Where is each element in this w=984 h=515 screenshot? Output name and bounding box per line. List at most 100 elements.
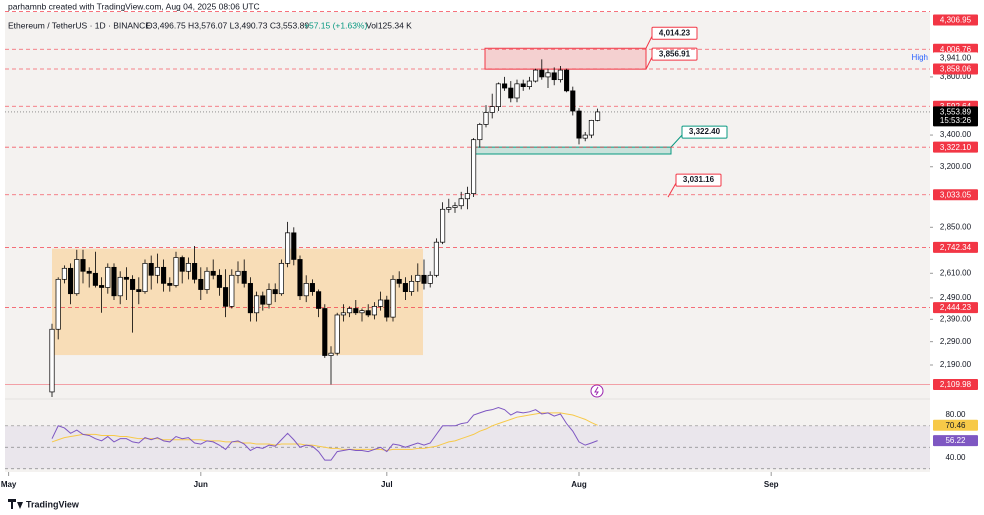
rsi-value-label-bg <box>933 435 978 447</box>
candle-body <box>365 310 371 316</box>
candle-body <box>322 308 328 356</box>
candle-body <box>303 283 309 297</box>
high-label: 3,941.00 <box>940 53 972 62</box>
rsi-tick-label: 80.00 <box>945 410 966 419</box>
y-tick-label: 3,200.00 <box>940 162 972 171</box>
candle-body <box>353 308 359 314</box>
callout-line <box>670 134 683 148</box>
candle-body <box>136 289 142 292</box>
candle-body <box>111 266 117 297</box>
candle-body <box>576 110 582 139</box>
candle-body <box>588 120 594 136</box>
candle-body <box>192 263 198 280</box>
level-label: 3,033.05 <box>940 190 972 199</box>
candle-body <box>210 270 216 276</box>
candle-body <box>359 310 365 314</box>
level-label: 2,109.98 <box>940 380 972 389</box>
candle-body <box>309 283 315 292</box>
candle-body <box>241 270 247 284</box>
y-tick-label: 3,800.00 <box>940 72 972 81</box>
x-tick-label: Sep <box>764 480 779 489</box>
candle-body <box>489 106 495 113</box>
rsi-line <box>51 412 598 452</box>
rsi-value-label: 70.46 <box>945 421 966 430</box>
candle-body <box>229 274 235 307</box>
x-tick-label: Aug <box>571 480 587 489</box>
candle-body <box>514 83 520 99</box>
candle-body <box>396 278 402 284</box>
callout-label: 4,014.23 <box>659 28 691 37</box>
candle-body <box>446 207 452 210</box>
candle-body <box>297 259 303 297</box>
candle-body <box>390 278 396 318</box>
callout-label: 3,031.16 <box>683 175 715 184</box>
x-tick-label: Jul <box>381 480 393 489</box>
symbol: Ethereum / TetherUS · 1D · BINANCE <box>8 20 151 30</box>
candle-body <box>551 72 557 81</box>
level-label-bg <box>933 189 978 201</box>
candle-body <box>316 291 322 309</box>
candle-body <box>433 241 439 276</box>
callout-line <box>667 182 677 198</box>
rsi-value-label-bg <box>933 419 978 431</box>
callout-box <box>681 125 728 139</box>
event-icon[interactable] <box>590 384 604 398</box>
last-price-bg <box>933 106 978 127</box>
candle-body <box>495 83 501 107</box>
candle-body <box>340 312 346 316</box>
candle-body <box>570 90 576 112</box>
x-tick-label: May <box>1 480 17 489</box>
candle-body <box>235 270 241 276</box>
candle-body <box>415 274 421 282</box>
candle-body <box>458 198 464 207</box>
level-label: 2,742.34 <box>940 243 972 252</box>
y-tick-label: 3,400.00 <box>940 130 972 139</box>
level-label: 3,592.64 <box>940 102 972 111</box>
level-label-bg <box>933 378 978 390</box>
candle-body <box>185 263 191 272</box>
candle-body <box>92 272 98 286</box>
level-label: 3,322.10 <box>940 143 972 152</box>
candle-body <box>61 267 67 280</box>
candle-body <box>508 87 514 99</box>
brand: TradingView <box>26 499 80 509</box>
volume: Vol125.34 K <box>366 20 412 30</box>
candle-body <box>173 257 179 286</box>
callout-box <box>651 26 698 40</box>
callout-label: 3,856.91 <box>659 49 691 58</box>
level-label-bg <box>933 302 978 314</box>
y-tick-label: 2,290.00 <box>940 337 972 346</box>
candle-body <box>272 289 278 295</box>
callout-label: 3,322.40 <box>689 127 721 136</box>
candle-body <box>117 276 123 297</box>
level-label: 4,006.76 <box>940 45 972 54</box>
candle-body <box>68 267 74 295</box>
candle-body <box>539 69 545 78</box>
candle-body <box>260 295 266 305</box>
candle-body <box>142 263 148 292</box>
candle-body <box>464 193 470 200</box>
callout-line <box>645 36 653 49</box>
y-tick-label: 2,490.00 <box>940 293 972 302</box>
level-label-bg <box>933 63 978 75</box>
candle-body <box>254 295 260 314</box>
candle-body <box>421 274 427 284</box>
candle-body <box>378 299 384 307</box>
candle-body <box>179 257 185 272</box>
candle-body <box>526 80 532 87</box>
level-label-bg <box>933 141 978 153</box>
change: +57.15 (+1.63%) <box>304 20 367 30</box>
candle-body <box>80 259 86 272</box>
high-label-bg <box>933 52 978 64</box>
ohlc: O3,496.75 H3,576.07 L3,490.73 C3,553.89 <box>146 20 309 30</box>
candle-body <box>198 278 204 290</box>
candle-body <box>557 69 563 81</box>
candle-body <box>452 205 458 208</box>
candle-body <box>161 266 167 284</box>
rsi-line <box>51 406 598 461</box>
y-tick-label: 2,850.00 <box>940 222 972 231</box>
candle-body <box>266 289 272 305</box>
candle-body <box>427 274 433 284</box>
y-tick-label: 2,610.00 <box>940 268 972 277</box>
y-tick-label: 2,190.00 <box>940 360 972 369</box>
